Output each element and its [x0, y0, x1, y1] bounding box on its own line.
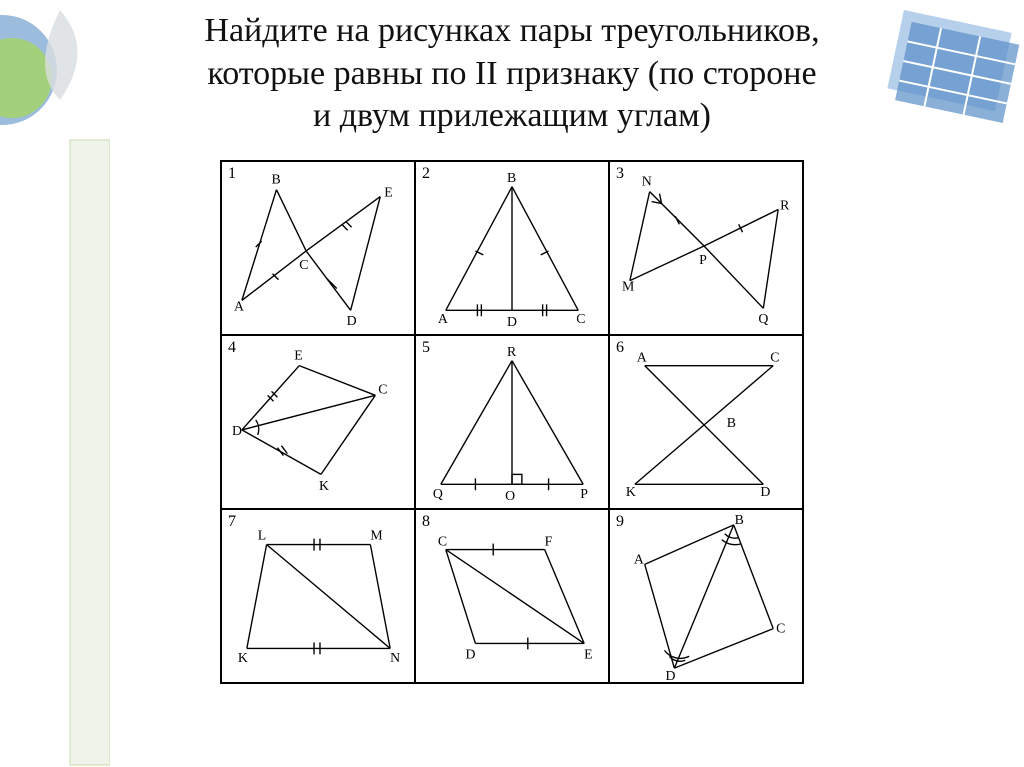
vertex-label: E: [294, 347, 302, 362]
title-line-3: и двум прилежащим углам): [313, 97, 711, 134]
vertex-label: Q: [758, 311, 768, 326]
vertex-label: C: [299, 256, 308, 271]
cell-number: 7: [228, 513, 236, 531]
vertex-label: A: [637, 349, 647, 364]
cell-number: 8: [422, 513, 430, 531]
figure-1: A B C D E: [222, 162, 414, 334]
cell-9: 9 A B C D: [609, 509, 803, 683]
cell-number: 2: [422, 165, 430, 183]
cell-1: 1 A B C: [221, 161, 415, 335]
vertex-label: L: [258, 527, 266, 542]
vertex-label: B: [507, 169, 516, 184]
cell-3: 3 M N P Q: [609, 161, 803, 335]
vertex-label: D: [665, 668, 675, 682]
cell-number: 4: [228, 339, 236, 357]
cell-8: 8 C F E D: [415, 509, 609, 683]
vertex-label: B: [727, 414, 736, 429]
vertex-label: N: [642, 173, 652, 188]
cell-4: 4 D E C: [221, 335, 415, 509]
slide-content: Найдите на рисунках пары треугольников, …: [0, 0, 1024, 684]
vertex-label: R: [780, 197, 790, 212]
vertex-label: E: [384, 184, 392, 199]
vertex-label: B: [272, 171, 281, 186]
vertex-label: K: [626, 484, 636, 499]
title-line-1: Найдите на рисунках пары треугольников,: [204, 12, 819, 49]
vertex-label: C: [770, 349, 779, 364]
vertex-label: C: [438, 533, 447, 548]
vertex-label: K: [319, 478, 329, 493]
figure-5: Q R P O: [416, 336, 608, 508]
vertex-label: C: [776, 620, 785, 635]
slide-title: Найдите на рисунках пары треугольников, …: [120, 10, 904, 138]
vertex-label: M: [622, 278, 634, 293]
figure-3: M N P Q R: [610, 162, 802, 334]
cell-2: 2 A B C D: [415, 161, 609, 335]
vertex-label: A: [234, 298, 244, 313]
vertex-label: Q: [433, 486, 443, 501]
problems-grid: 1 A B C: [220, 160, 804, 684]
vertex-label: K: [238, 650, 248, 665]
vertex-label: A: [438, 311, 448, 326]
vertex-label: D: [232, 422, 242, 437]
vertex-label: A: [634, 551, 644, 566]
cell-5: 5 Q R P O: [415, 335, 609, 509]
cell-6: 6 A C B K D: [609, 335, 803, 509]
vertex-label: D: [466, 646, 476, 661]
figure-6: A C B K D: [610, 336, 802, 508]
vertex-label: C: [378, 381, 387, 396]
figure-2: A B C D: [416, 162, 608, 334]
figure-4: D E C K: [222, 336, 414, 508]
vertex-label: F: [545, 533, 553, 548]
title-line-2: которые равны по II признаку (по стороне: [207, 55, 816, 92]
vertex-label: E: [584, 646, 592, 661]
figure-7: L M N K: [222, 510, 414, 682]
vertex-label: B: [735, 511, 744, 526]
vertex-label: R: [507, 343, 517, 358]
cell-7: 7 L M N K: [221, 509, 415, 683]
vertex-label: D: [760, 484, 770, 499]
cell-number: 3: [616, 165, 624, 183]
vertex-label: D: [347, 313, 357, 328]
vertex-label: P: [699, 251, 707, 266]
vertex-label: P: [580, 486, 588, 501]
vertex-label: C: [576, 311, 585, 326]
cell-number: 6: [616, 339, 624, 357]
vertex-label: D: [507, 314, 517, 329]
cell-number: 1: [228, 165, 236, 183]
cell-number: 5: [422, 339, 430, 357]
figure-8: C F E D: [416, 510, 608, 682]
figure-9: A B C D: [610, 510, 802, 682]
cell-number: 9: [616, 513, 624, 531]
vertex-label: N: [390, 650, 400, 665]
vertex-label: M: [370, 527, 382, 542]
vertex-label: O: [505, 488, 515, 503]
